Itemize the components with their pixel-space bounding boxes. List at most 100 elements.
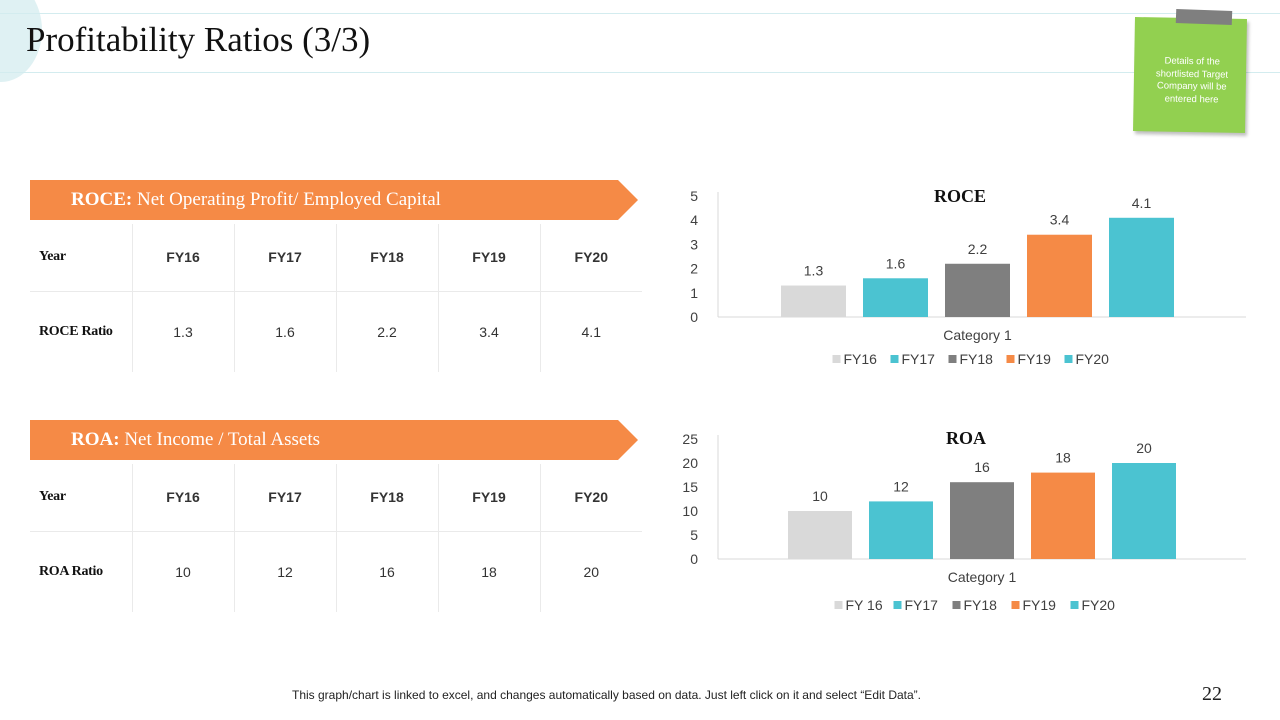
table-cell: 10: [132, 531, 235, 612]
data-label: 1.6: [886, 255, 906, 271]
roa-banner-text: Net Income / Total Assets: [119, 429, 320, 450]
table-cell: 3.4: [438, 291, 541, 372]
roa-chart: 0 5 10 15 20 25 ROA 10 12 16 18 20 Category 1 FY 16 FY…: [670, 422, 1260, 622]
legend-swatch: [1070, 601, 1079, 609]
table-cell: 1.6: [234, 291, 337, 372]
bar-fy17: [869, 501, 933, 559]
sticky-note-paper: Details of the shortlisted Target Compan…: [1133, 17, 1247, 133]
y-tick-label: 10: [682, 503, 698, 519]
data-label: 16: [974, 459, 990, 475]
table-cell: 1.3: [132, 291, 235, 372]
y-tick-label: 5: [690, 527, 698, 543]
footer-note: This graph/chart is linked to excel, and…: [292, 688, 921, 702]
legend-label: FY18: [964, 597, 998, 613]
data-label: 20: [1136, 440, 1152, 456]
y-tick-label: 4: [690, 212, 698, 228]
y-tick-label: 15: [682, 479, 698, 495]
y-tick-label: 0: [690, 551, 698, 567]
bar-fy16: [788, 511, 852, 559]
table-cell: 18: [438, 531, 541, 612]
y-tick-label: 20: [682, 455, 698, 471]
table-row: ROA Ratio 10 12 16 18 20: [30, 531, 642, 612]
sticky-tape: [1175, 9, 1233, 25]
table-cell: 20: [583, 563, 600, 580]
roce-banner: ROCE: Net Operating Profit/ Employed Cap…: [30, 180, 638, 220]
data-label: 2.2: [968, 241, 988, 257]
roce-banner-bold: ROCE:: [71, 189, 133, 210]
y-tick-label: 25: [682, 431, 698, 447]
legend-label: FY18: [960, 351, 994, 367]
table-cell: 2.2: [336, 291, 439, 372]
y-tick-label: 1: [690, 285, 698, 301]
bar-fy20: [1109, 217, 1174, 317]
bar-fy20: [1112, 463, 1176, 559]
table-year: FY18: [336, 224, 439, 292]
chart-title: ROCE: [934, 186, 986, 206]
roce-table: Year FY16 FY17 FY18 FY19 FY20 ROCE Ratio…: [30, 224, 642, 372]
data-label: 1.3: [804, 263, 824, 279]
roce-chart: 0 1 2 3 4 5 ROCE 1.3 1.6 2.2 3.4 4.1 Category 1 FY16 F…: [670, 180, 1260, 380]
table-year: FY18: [336, 464, 439, 532]
data-label: 12: [893, 478, 909, 494]
table-year: FY16: [132, 464, 235, 532]
legend-swatch: [1011, 601, 1020, 609]
roa-table: Year FY16 FY17 FY18 FY19 FY20 ROA Ratio …: [30, 464, 642, 612]
sticky-note: Details of the shortlisted Target Compan…: [1132, 9, 1250, 136]
legend-swatch: [952, 601, 961, 609]
page-number: 22: [1202, 683, 1222, 705]
legend-swatch: [893, 601, 902, 609]
sticky-note-text: Details of the shortlisted Target Compan…: [1155, 55, 1229, 106]
legend-swatch: [948, 355, 957, 363]
page-title: Profitability Ratios (3/3): [26, 20, 371, 59]
title-rule-top: [0, 13, 1280, 14]
table-year: FY19: [438, 224, 541, 292]
y-tick-label: 3: [690, 236, 698, 252]
roa-banner: ROA: Net Income / Total Assets: [30, 420, 638, 460]
table-cell: 12: [234, 531, 337, 612]
legend-swatch: [890, 355, 899, 363]
table-header-label: Year: [30, 224, 133, 292]
table-cell: 4.1: [581, 323, 601, 340]
legend-label: FY 16: [846, 597, 883, 613]
table-header-row: Year FY16 FY17 FY18 FY19 FY20: [30, 224, 642, 292]
legend-label: FY17: [902, 351, 936, 367]
table-header-row: Year FY16 FY17 FY18 FY19 FY20: [30, 464, 642, 532]
table-year: FY17: [234, 224, 337, 292]
data-label: 3.4: [1050, 212, 1070, 228]
bar-fy18: [950, 482, 1014, 559]
bar-fy19: [1031, 472, 1095, 559]
roce-chart-svg: 0 1 2 3 4 5 ROCE 1.3 1.6 2.2 3.4 4.1 Category 1 FY16 F…: [690, 186, 1246, 367]
y-tick-label: 2: [690, 261, 698, 277]
table-year: FY20: [540, 224, 642, 292]
bar-fy17: [863, 278, 928, 317]
roce-banner-text: Net Operating Profit/ Employed Capital: [132, 189, 441, 210]
table-row-label: ROA Ratio: [30, 531, 133, 612]
bar-fy16: [781, 285, 846, 317]
bar-fy18: [945, 263, 1010, 317]
legend-label: FY16: [844, 351, 878, 367]
table-row: ROCE Ratio 1.3 1.6 2.2 3.4 4.1: [30, 291, 642, 372]
roa-chart-svg: 0 5 10 15 20 25 ROA 10 12 16 18 20 Category 1 FY 16 FY…: [682, 428, 1246, 613]
y-tick-label: 5: [690, 188, 698, 204]
data-label: 10: [812, 488, 828, 504]
table-year: FY16: [132, 224, 235, 292]
legend-swatch: [832, 355, 841, 363]
legend-label: FY19: [1018, 351, 1052, 367]
table-year: FY19: [438, 464, 541, 532]
x-category-label: Category 1: [948, 569, 1017, 585]
x-category-label: Category 1: [943, 327, 1012, 343]
legend-label: FY20: [1076, 351, 1110, 367]
roa-banner-bold: ROA:: [71, 429, 120, 450]
legend-swatch: [1064, 355, 1073, 363]
table-year: FY17: [234, 464, 337, 532]
table-cell: 16: [336, 531, 439, 612]
y-tick-label: 0: [690, 309, 698, 325]
legend-swatch: [834, 601, 843, 609]
data-label: 4.1: [1132, 195, 1152, 211]
bar-fy19: [1027, 234, 1092, 317]
data-label: 18: [1055, 450, 1071, 466]
table-year: FY20: [540, 464, 642, 532]
chart-title: ROA: [946, 428, 986, 448]
legend-label: FY20: [1082, 597, 1116, 613]
legend-label: FY17: [905, 597, 939, 613]
